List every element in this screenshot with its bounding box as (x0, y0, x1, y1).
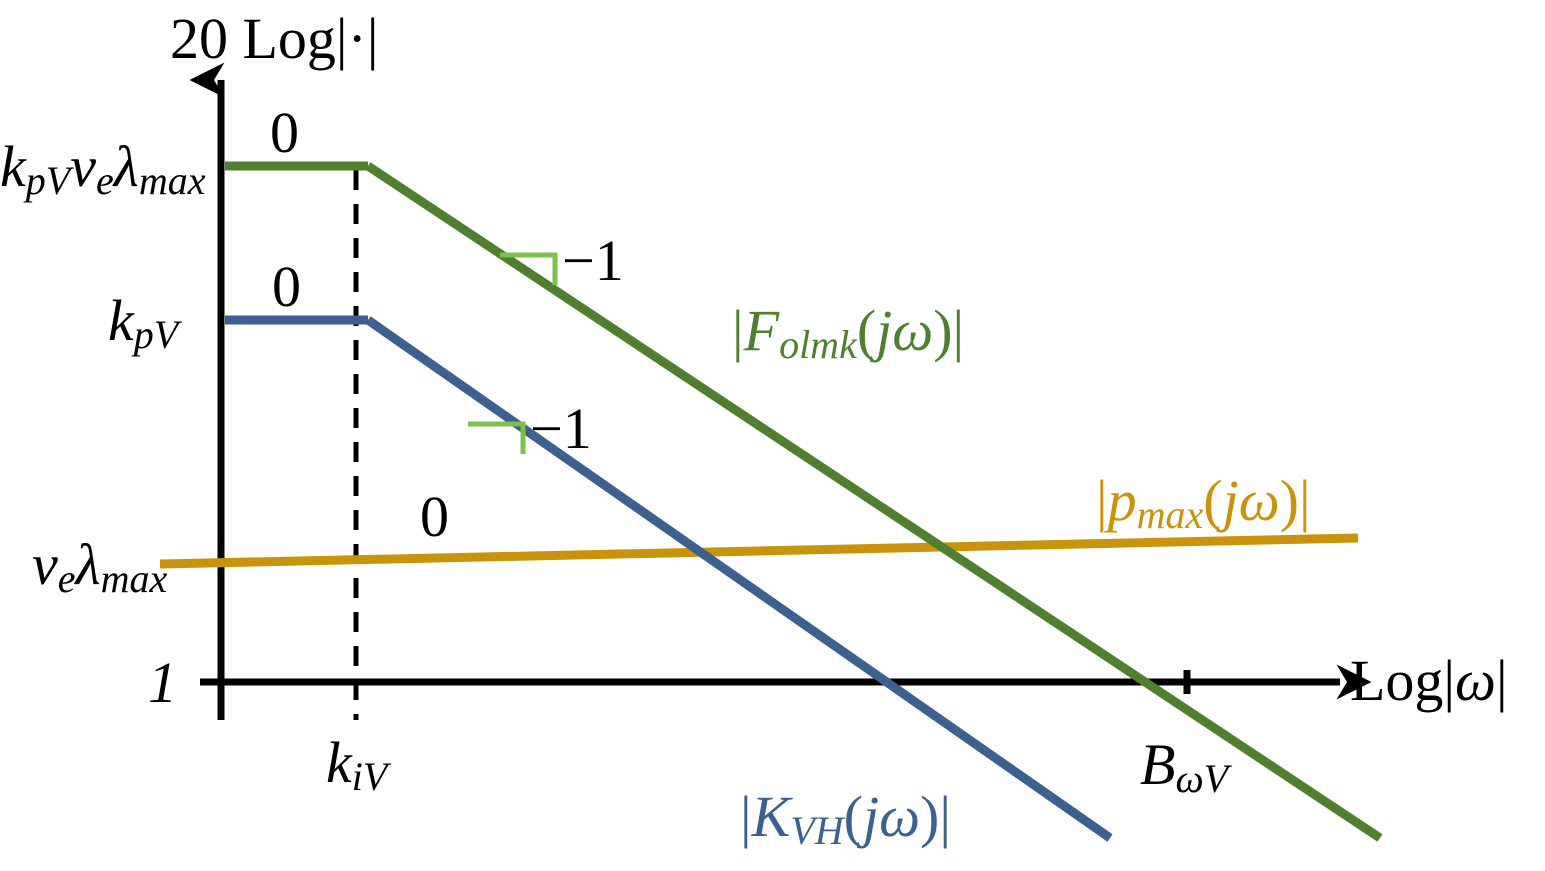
label-slope-0-gold: 0 (420, 484, 449, 549)
bode-diagram: 20 Log|·|Log|ω|kpVveλmaxkpVveλmax1kiVBωV… (0, 0, 1545, 871)
label-folmk: |Folmk(jω)| (732, 298, 964, 367)
label-xaxis-title: Log|ω| (1350, 648, 1508, 713)
label-ytick-kpv-ve-lmax: kpVveλmax (0, 134, 206, 203)
label-ytick-1: 1 (148, 650, 177, 715)
label-xtick-bomegav: BωV (1140, 732, 1233, 801)
label-ytick-kpv: kpV (108, 288, 183, 357)
line-pmax (160, 538, 1358, 564)
label-ytick-ve-lmax: veλmax (32, 532, 168, 601)
label-slope-minus1-bottom: −1 (530, 396, 592, 461)
slope-triangle-bottom (468, 424, 523, 454)
label-kvh: |KVH(jω)| (740, 784, 951, 853)
label-yaxis-title: 20 Log|·| (170, 6, 378, 71)
label-pmax: |pmax(jω)| (1096, 468, 1311, 537)
label-slope-minus1-top: −1 (562, 228, 624, 293)
label-slope-0-blue: 0 (272, 254, 301, 319)
label-xtick-kiv: kiV (326, 730, 392, 799)
label-slope-0-green: 0 (270, 100, 299, 165)
line-kvh-slope (368, 320, 1110, 838)
